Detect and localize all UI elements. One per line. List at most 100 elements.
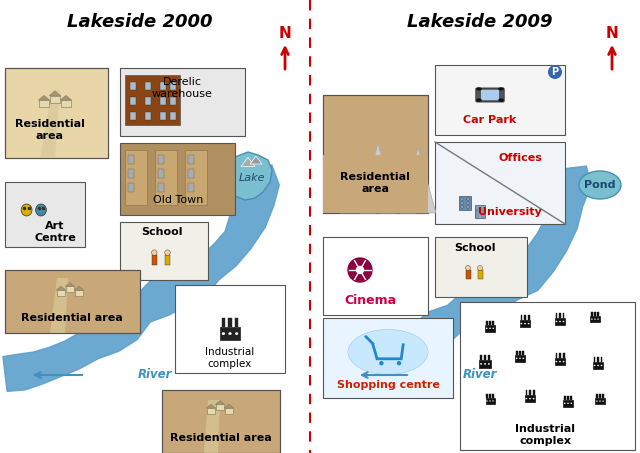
- FancyBboxPatch shape: [524, 315, 526, 320]
- FancyBboxPatch shape: [492, 321, 494, 325]
- FancyBboxPatch shape: [323, 237, 428, 315]
- Ellipse shape: [492, 400, 493, 402]
- FancyBboxPatch shape: [593, 362, 604, 369]
- Ellipse shape: [520, 323, 522, 324]
- FancyBboxPatch shape: [479, 360, 491, 368]
- Ellipse shape: [489, 400, 491, 402]
- Text: P: P: [552, 67, 559, 77]
- Ellipse shape: [591, 318, 593, 320]
- Text: Pond: Pond: [584, 180, 616, 190]
- Ellipse shape: [597, 365, 599, 366]
- Polygon shape: [56, 286, 66, 290]
- FancyBboxPatch shape: [489, 394, 491, 398]
- Ellipse shape: [356, 266, 364, 274]
- Ellipse shape: [600, 365, 602, 366]
- FancyBboxPatch shape: [489, 321, 491, 325]
- Ellipse shape: [499, 87, 504, 91]
- Ellipse shape: [489, 328, 491, 329]
- Ellipse shape: [164, 250, 170, 255]
- FancyBboxPatch shape: [528, 315, 529, 320]
- Ellipse shape: [559, 321, 561, 322]
- FancyBboxPatch shape: [591, 312, 593, 316]
- Text: University: University: [478, 207, 542, 217]
- Polygon shape: [206, 405, 216, 408]
- Polygon shape: [3, 165, 279, 391]
- FancyBboxPatch shape: [482, 207, 484, 210]
- Ellipse shape: [519, 357, 521, 359]
- Text: Industrial
complex: Industrial complex: [205, 347, 255, 369]
- FancyBboxPatch shape: [51, 96, 60, 103]
- FancyBboxPatch shape: [570, 395, 572, 400]
- FancyBboxPatch shape: [158, 169, 164, 178]
- FancyBboxPatch shape: [525, 390, 527, 395]
- Text: Residential
area: Residential area: [15, 119, 85, 141]
- FancyBboxPatch shape: [160, 82, 166, 90]
- FancyBboxPatch shape: [529, 390, 531, 395]
- FancyBboxPatch shape: [461, 206, 463, 208]
- FancyBboxPatch shape: [66, 286, 74, 292]
- FancyBboxPatch shape: [476, 215, 478, 217]
- FancyBboxPatch shape: [563, 313, 564, 318]
- FancyBboxPatch shape: [482, 211, 484, 213]
- FancyBboxPatch shape: [40, 100, 49, 107]
- Text: Shopping centre: Shopping centre: [337, 380, 440, 390]
- FancyBboxPatch shape: [128, 183, 134, 192]
- FancyBboxPatch shape: [188, 169, 194, 178]
- FancyBboxPatch shape: [323, 95, 428, 213]
- FancyBboxPatch shape: [556, 353, 557, 358]
- Text: Lakeside 2009: Lakeside 2009: [407, 13, 553, 31]
- FancyBboxPatch shape: [128, 155, 134, 164]
- Ellipse shape: [21, 204, 32, 216]
- Polygon shape: [38, 96, 50, 100]
- FancyBboxPatch shape: [61, 100, 70, 107]
- Polygon shape: [250, 156, 262, 164]
- FancyBboxPatch shape: [563, 400, 573, 407]
- FancyBboxPatch shape: [597, 312, 599, 316]
- FancyBboxPatch shape: [216, 405, 224, 410]
- Polygon shape: [241, 157, 255, 167]
- FancyBboxPatch shape: [556, 313, 557, 318]
- Ellipse shape: [579, 171, 621, 199]
- FancyBboxPatch shape: [590, 316, 600, 322]
- Polygon shape: [50, 278, 68, 333]
- Ellipse shape: [563, 361, 564, 362]
- FancyBboxPatch shape: [559, 313, 561, 318]
- FancyBboxPatch shape: [467, 206, 469, 208]
- FancyBboxPatch shape: [162, 390, 280, 453]
- Polygon shape: [74, 286, 84, 290]
- FancyBboxPatch shape: [185, 150, 207, 205]
- FancyBboxPatch shape: [532, 390, 534, 395]
- FancyBboxPatch shape: [160, 112, 166, 120]
- FancyBboxPatch shape: [476, 207, 478, 210]
- FancyBboxPatch shape: [145, 97, 151, 105]
- FancyBboxPatch shape: [170, 112, 176, 120]
- Ellipse shape: [484, 363, 486, 365]
- FancyBboxPatch shape: [130, 82, 136, 90]
- FancyBboxPatch shape: [563, 353, 564, 358]
- Ellipse shape: [567, 403, 569, 404]
- FancyBboxPatch shape: [152, 255, 157, 265]
- FancyBboxPatch shape: [492, 394, 493, 398]
- FancyBboxPatch shape: [188, 183, 194, 192]
- FancyBboxPatch shape: [597, 357, 599, 362]
- FancyBboxPatch shape: [484, 355, 486, 360]
- FancyBboxPatch shape: [567, 395, 569, 400]
- FancyBboxPatch shape: [564, 395, 566, 400]
- Ellipse shape: [465, 265, 470, 270]
- Polygon shape: [204, 400, 220, 453]
- FancyBboxPatch shape: [235, 318, 238, 327]
- FancyBboxPatch shape: [164, 255, 170, 265]
- FancyBboxPatch shape: [323, 155, 428, 213]
- Polygon shape: [49, 91, 61, 96]
- Text: Art
Centre: Art Centre: [34, 221, 76, 243]
- FancyBboxPatch shape: [175, 285, 285, 373]
- Ellipse shape: [599, 400, 601, 402]
- FancyBboxPatch shape: [120, 222, 208, 280]
- FancyBboxPatch shape: [170, 82, 176, 90]
- FancyBboxPatch shape: [435, 142, 565, 224]
- FancyBboxPatch shape: [207, 408, 215, 414]
- Ellipse shape: [597, 318, 599, 320]
- FancyBboxPatch shape: [594, 357, 595, 362]
- Text: Derelic
warehouse: Derelic warehouse: [152, 77, 212, 99]
- FancyBboxPatch shape: [555, 358, 565, 365]
